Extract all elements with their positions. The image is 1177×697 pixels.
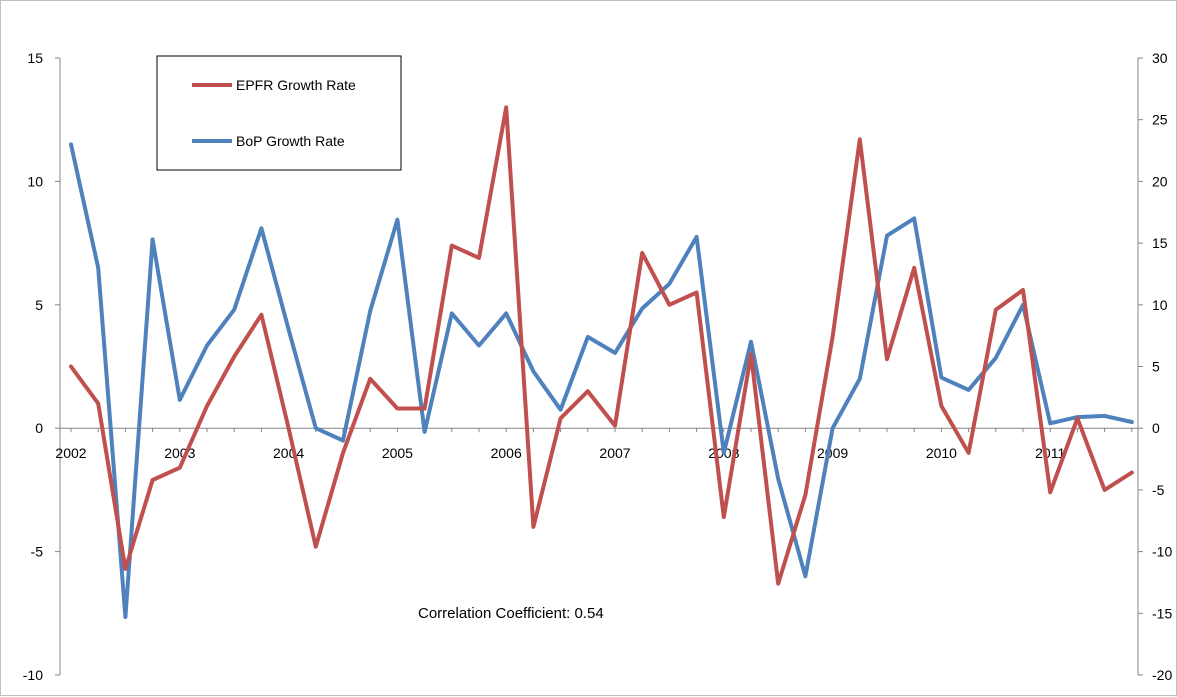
left-y-tick-label: 5 — [35, 297, 43, 313]
x-tick-label: 2006 — [491, 445, 522, 461]
legend-box — [156, 55, 402, 171]
x-tick-label: 2004 — [273, 445, 304, 461]
right-y-tick-label: 25 — [1152, 112, 1168, 128]
left-y-tick-label: 0 — [35, 420, 43, 436]
right-y-tick-label: -10 — [1152, 544, 1172, 560]
left-y-tick-label: -5 — [31, 544, 44, 560]
left-y-tick-label: -10 — [23, 667, 43, 683]
x-tick-label: 2002 — [55, 445, 86, 461]
left-y-tick-label: 15 — [27, 50, 43, 66]
epfr-growth-rate-line — [69, 105, 1134, 586]
x-tick-label: 2007 — [599, 445, 630, 461]
bop-growth-rate-line — [69, 142, 1134, 619]
right-y-tick-label: 20 — [1152, 173, 1168, 189]
right-y-tick-label: 15 — [1152, 235, 1168, 251]
series-layer — [69, 105, 1134, 619]
legend-label-bop: BoP Growth Rate — [236, 133, 345, 149]
right-y-tick-label: -15 — [1152, 605, 1172, 621]
right-y-tick-label: 30 — [1152, 50, 1168, 66]
x-tick-label: 2005 — [382, 445, 413, 461]
x-tick-label: 2003 — [164, 445, 195, 461]
right-y-tick-label: 5 — [1152, 359, 1160, 375]
x-tick-label: 2009 — [817, 445, 848, 461]
correlation-annotation: Correlation Coefficient: 0.54 — [418, 605, 604, 622]
legend: EPFR Growth Rate BoP Growth Rate — [156, 55, 402, 171]
right-y-tick-label: 10 — [1152, 297, 1168, 313]
legend-label-epfr: EPFR Growth Rate — [236, 77, 356, 93]
axes-layer: -10 -5 0 5 10 15 -20 -15 -10 -5 0 5 10 15 20 25 30 2002 20… — [23, 50, 1173, 683]
right-y-tick-label: -20 — [1152, 667, 1172, 683]
right-y-tick-label: 0 — [1152, 420, 1160, 436]
x-tick-label: 2010 — [926, 445, 957, 461]
left-y-tick-label: 10 — [27, 173, 43, 189]
right-y-tick-label: -5 — [1152, 482, 1165, 498]
